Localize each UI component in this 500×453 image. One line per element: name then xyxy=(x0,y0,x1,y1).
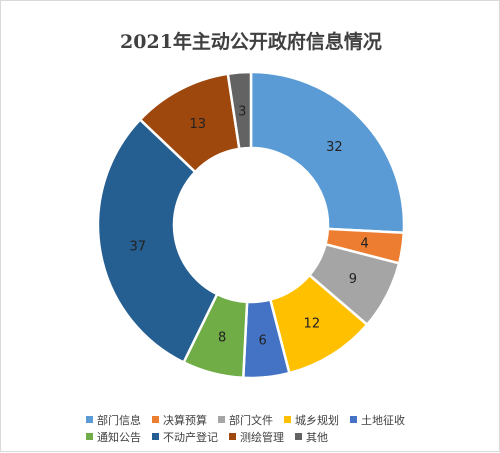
legend-swatch xyxy=(152,416,159,423)
legend-swatch xyxy=(86,433,93,440)
slice-value-label: 13 xyxy=(189,117,206,132)
legend-item: 城乡规划 xyxy=(284,412,339,427)
legend-swatch xyxy=(86,416,93,423)
legend-swatch xyxy=(152,433,159,440)
legend-item: 部门信息 xyxy=(86,412,141,427)
slice-value-label: 8 xyxy=(218,330,226,345)
legend-swatch xyxy=(218,416,225,423)
legend-label: 城乡规划 xyxy=(295,413,339,427)
slice-value-label: 32 xyxy=(326,140,343,155)
legend-label: 决算预算 xyxy=(163,413,207,427)
legend-swatch xyxy=(229,433,236,440)
legend-item: 其他 xyxy=(295,429,328,444)
legend: 部门信息 决算预算 部门文件 城乡规划 土地征收通知公告 不动产登记 测绘管理 其他 xyxy=(86,412,446,444)
chart-title: 2021年主动公开政府信息情况 xyxy=(120,31,382,53)
slice-value-label: 3 xyxy=(238,104,246,119)
legend-item: 不动产登记 xyxy=(152,429,218,444)
legend-label: 测绘管理 xyxy=(240,430,284,444)
legend-swatch xyxy=(350,416,357,423)
slice-value-label: 6 xyxy=(258,333,266,348)
legend-item: 土地征收 xyxy=(350,412,405,427)
legend-label: 通知公告 xyxy=(97,430,141,444)
legend-item: 测绘管理 xyxy=(229,429,284,444)
slice-1 xyxy=(249,70,406,235)
legend-item: 部门文件 xyxy=(218,412,273,427)
slice-value-label: 4 xyxy=(361,236,369,251)
slice-value-label: 37 xyxy=(130,239,147,254)
legend-label: 不动产登记 xyxy=(163,430,218,444)
legend-item: 通知公告 xyxy=(86,429,141,444)
slice-value-label: 12 xyxy=(304,317,321,332)
legend-swatch xyxy=(284,416,291,423)
legend-label: 其他 xyxy=(306,430,328,444)
slice-9 xyxy=(226,70,253,151)
legend-label: 土地征收 xyxy=(361,413,405,427)
legend-item: 决算预算 xyxy=(152,412,207,427)
legend-swatch xyxy=(295,433,302,440)
legend-label: 部门信息 xyxy=(97,413,141,427)
slice-7 xyxy=(96,117,219,365)
legend-label: 部门文件 xyxy=(229,413,273,427)
slice-value-label: 9 xyxy=(349,272,357,287)
